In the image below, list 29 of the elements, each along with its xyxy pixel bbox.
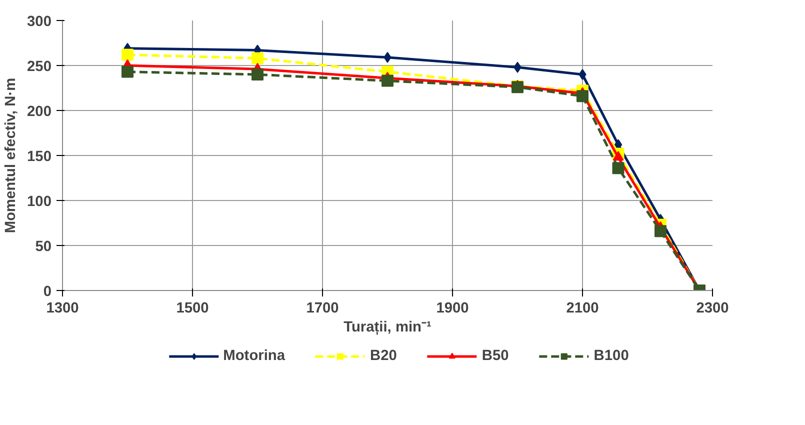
point	[612, 162, 624, 174]
point	[382, 74, 394, 87]
x-tick-label: 1300	[46, 300, 79, 316]
point	[654, 225, 666, 238]
point	[122, 48, 134, 61]
x-axis-title: Turații, min⁻¹	[344, 320, 432, 336]
point	[122, 66, 134, 78]
y-tick-label: 0	[43, 284, 52, 300]
x-tick-label: 2100	[566, 300, 599, 316]
y-tick-label: 300	[27, 14, 52, 30]
y-tick-label: 150	[27, 149, 52, 165]
x-tick-label: 2300	[696, 300, 729, 316]
x-tick-label: 1700	[306, 300, 339, 316]
point	[576, 90, 588, 102]
legend-label: B100	[594, 348, 629, 364]
x-tick-label: 1900	[436, 300, 469, 316]
point	[252, 68, 264, 80]
legend-label: Motorina	[223, 348, 286, 364]
x-tick-label: 1500	[176, 300, 209, 316]
y-tick-label: 100	[27, 194, 52, 210]
point	[612, 151, 624, 161]
y-tick-label: 250	[27, 59, 52, 75]
y-tick-label: 50	[35, 239, 52, 255]
y-axis-title: Momentul efectiv, N·m	[3, 78, 20, 234]
point	[252, 52, 264, 64]
legend-label: B50	[482, 348, 509, 364]
y-tick-label: 200	[27, 104, 52, 120]
point	[578, 69, 586, 80]
legend-label: B20	[370, 348, 397, 364]
